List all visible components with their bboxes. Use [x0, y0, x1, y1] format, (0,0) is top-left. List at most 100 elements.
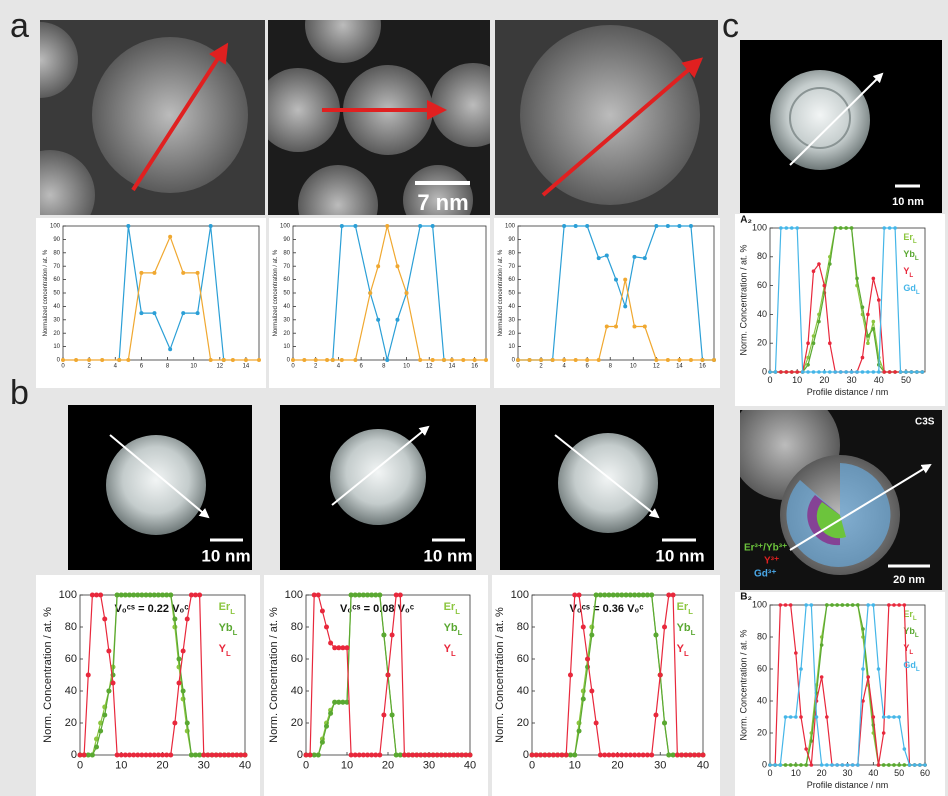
data-point	[231, 358, 235, 362]
y-tick-label: 80	[508, 250, 515, 256]
micrograph: 10 nm	[280, 405, 476, 570]
data-point	[564, 753, 569, 758]
data-point	[654, 224, 658, 228]
chart-background	[269, 218, 490, 388]
data-point	[386, 673, 391, 678]
data-point	[181, 311, 185, 315]
x-tick-label: 10	[115, 759, 127, 771]
data-point	[398, 593, 403, 598]
data-point	[794, 763, 798, 767]
y-tick-label: 40	[508, 304, 515, 310]
data-point	[615, 753, 620, 758]
data-point	[784, 715, 788, 719]
x-tick-label: 12	[216, 363, 223, 369]
data-point	[799, 715, 803, 719]
data-point	[172, 625, 177, 630]
data-point	[785, 226, 789, 230]
chart-background	[494, 218, 720, 388]
data-point	[899, 370, 903, 374]
y-tick-label: 20	[283, 331, 290, 337]
data-point	[611, 593, 616, 598]
data-point	[643, 256, 647, 260]
data-point	[817, 262, 821, 266]
data-point	[795, 226, 799, 230]
data-point	[314, 358, 318, 362]
data-point	[920, 370, 924, 374]
data-point	[677, 224, 681, 228]
legend-name: Er	[219, 601, 231, 613]
data-point	[804, 603, 808, 607]
data-point	[820, 675, 824, 679]
data-point	[799, 667, 803, 671]
data-point	[594, 593, 599, 598]
x-tick-label: 20	[382, 759, 394, 771]
y-tick-label: 100	[752, 222, 767, 232]
data-point	[872, 327, 876, 331]
data-point	[645, 593, 650, 598]
legend-subscript: L	[455, 607, 460, 616]
data-point	[893, 370, 897, 374]
data-point	[893, 226, 897, 230]
data-point	[804, 763, 808, 767]
data-point	[86, 673, 91, 678]
data-point	[209, 358, 213, 362]
data-point	[100, 358, 104, 362]
data-point	[385, 224, 389, 228]
data-point	[882, 370, 886, 374]
data-point	[768, 370, 772, 374]
x-tick-label: 14	[449, 363, 456, 369]
y-tick-label: 40	[517, 685, 529, 697]
data-point	[866, 313, 870, 317]
data-point	[624, 593, 629, 598]
data-point	[882, 226, 886, 230]
data-point	[628, 593, 633, 598]
data-point	[559, 753, 564, 758]
data-point	[815, 715, 819, 719]
data-point	[799, 763, 803, 767]
data-point	[581, 625, 586, 630]
data-point	[658, 673, 663, 678]
x-tick-label: 20	[611, 759, 623, 771]
data-point	[577, 729, 582, 734]
x-tick-label: 0	[77, 759, 83, 771]
y-tick-label: 20	[508, 331, 515, 337]
data-point	[320, 609, 325, 614]
y-tick-label: 80	[757, 251, 767, 261]
y-tick-label: 90	[53, 237, 60, 243]
data-point	[528, 358, 532, 362]
data-point	[98, 593, 103, 598]
data-point	[887, 763, 891, 767]
y-tick-label: 30	[283, 317, 290, 323]
data-point	[605, 325, 609, 329]
data-point	[551, 358, 555, 362]
y-tick-label: 50	[53, 291, 60, 297]
data-point	[181, 271, 185, 275]
data-point	[856, 763, 860, 767]
data-point	[908, 763, 912, 767]
data-point	[904, 370, 908, 374]
x-tick-label: 10	[190, 363, 197, 369]
x-tick-label: 0	[767, 768, 772, 778]
y-tick-label: 20	[53, 331, 60, 337]
y-axis-label: Norm. Concentration / at. %	[268, 607, 280, 743]
data-point	[812, 370, 816, 374]
y-tick-label: 60	[757, 663, 767, 673]
y-axis-label: Normalized concentration / at. %	[498, 249, 504, 336]
y-tick-label: 20	[65, 717, 77, 729]
data-point	[172, 617, 177, 622]
data-point	[431, 224, 435, 228]
micrograph: 10 nm	[68, 405, 252, 570]
x-tick-label: 16	[699, 363, 706, 369]
data-point	[623, 278, 627, 282]
x-tick-label: 30	[198, 759, 210, 771]
data-point	[589, 689, 594, 694]
data-point	[572, 753, 577, 758]
data-point	[628, 753, 633, 758]
y-tick-label: 10	[53, 344, 60, 350]
y-axis-label: Normalized concentration / at. %	[273, 249, 279, 336]
data-point	[923, 763, 927, 767]
y-axis-label: Norm. Concentration / at. %	[42, 607, 54, 743]
data-point	[589, 625, 594, 630]
data-point	[632, 753, 637, 758]
data-point	[418, 358, 422, 362]
